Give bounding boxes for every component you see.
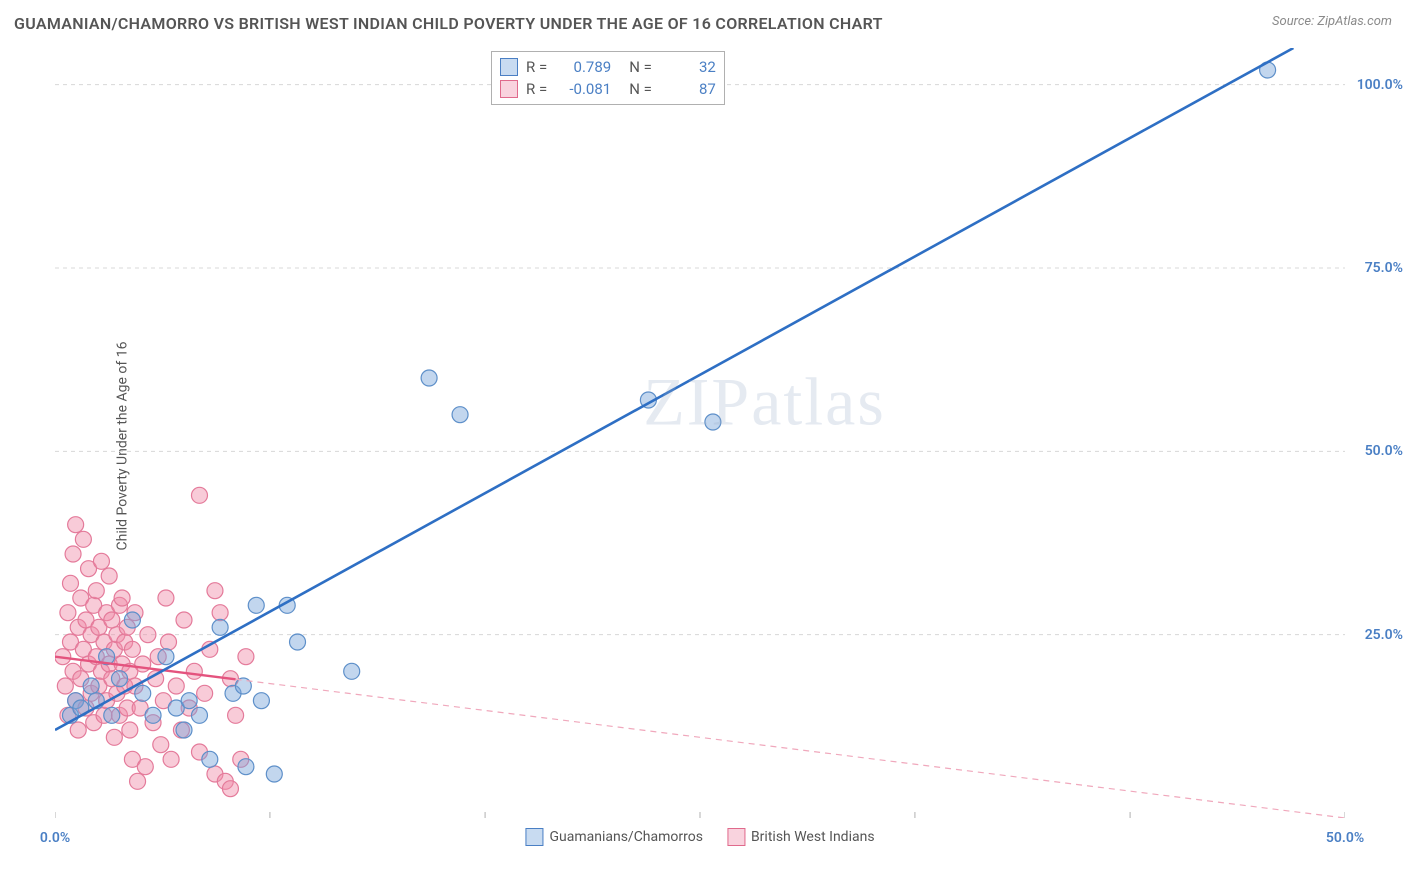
legend-n-label: N =	[629, 58, 652, 76]
swatch-icon	[500, 80, 518, 98]
legend-row-pink: R = -0.081 N = 87	[500, 78, 716, 100]
x-tick-label: 50.0%	[1326, 830, 1364, 846]
legend-label: British West Indians	[751, 829, 875, 845]
legend-r-label: R =	[526, 58, 547, 76]
chart-plot-area: ZIPatlas R = 0.789 N = 32 R = -0.081 N =…	[55, 48, 1345, 818]
legend-n-label: N =	[629, 80, 652, 98]
legend-r-value: -0.081	[555, 80, 611, 98]
legend-label: Guamanians/Chamorros	[549, 829, 703, 845]
chart-title: GUAMANIAN/CHAMORRO VS BRITISH WEST INDIA…	[14, 14, 883, 33]
legend-n-value: 87	[660, 80, 716, 98]
legend-r-value: 0.789	[555, 58, 611, 76]
series-legend: Guamanians/Chamorros British West Indian…	[525, 828, 874, 846]
swatch-icon	[525, 828, 543, 846]
y-tick-label: 100.0%	[1357, 77, 1403, 93]
x-tick-label: 0.0%	[40, 830, 70, 846]
legend-r-label: R =	[526, 80, 547, 98]
swatch-icon	[500, 58, 518, 76]
legend-item-pink: British West Indians	[727, 828, 875, 846]
correlation-legend: R = 0.789 N = 32 R = -0.081 N = 87	[491, 51, 725, 105]
swatch-icon	[727, 828, 745, 846]
y-tick-label: 50.0%	[1365, 443, 1403, 459]
y-tick-label: 25.0%	[1365, 627, 1403, 643]
legend-row-blue: R = 0.789 N = 32	[500, 56, 716, 78]
legend-item-blue: Guamanians/Chamorros	[525, 828, 703, 846]
scatter-plot-svg	[55, 48, 1345, 818]
y-tick-label: 75.0%	[1365, 260, 1403, 276]
legend-n-value: 32	[660, 58, 716, 76]
source-attribution: Source: ZipAtlas.com	[1272, 14, 1392, 29]
